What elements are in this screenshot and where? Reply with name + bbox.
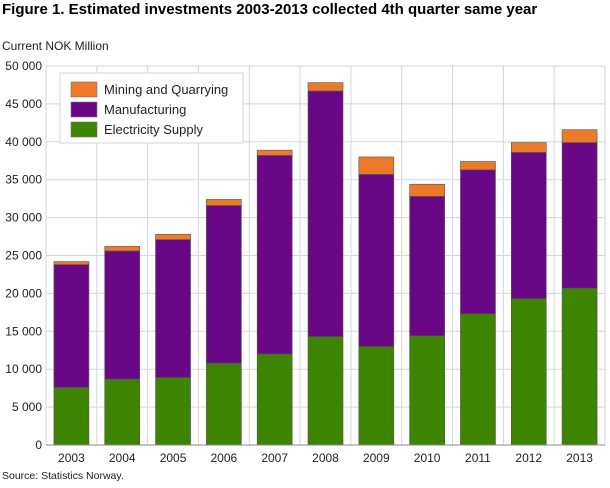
bar-electricity-supply-2011 <box>460 313 496 446</box>
y-tick-label: 30 000 <box>5 211 42 225</box>
bar-mining-and-quarrying-2006 <box>206 199 242 206</box>
bar-mining-and-quarrying-2011 <box>460 161 496 171</box>
bar-electricity-supply-2010 <box>409 335 445 446</box>
bar-manufacturing-2006 <box>206 205 242 364</box>
legend-label: Mining and Quarrying <box>104 82 228 97</box>
bar-manufacturing-2008 <box>307 90 344 337</box>
bar-mining-and-quarrying-2003 <box>53 261 90 265</box>
y-tick-label: 40 000 <box>5 135 42 149</box>
bar-mining-and-quarrying-2013 <box>561 129 598 143</box>
y-tick-label: 50 000 <box>5 59 42 73</box>
y-tick-label: 10 000 <box>5 362 42 376</box>
chart-title: Figure 1. Estimated investments 2003-201… <box>2 1 538 18</box>
y-tick-label: 25 000 <box>5 249 42 263</box>
legend-label: Manufacturing <box>104 102 186 117</box>
legend-swatch <box>70 101 98 118</box>
x-tick-label: 2010 <box>414 451 441 465</box>
bar-electricity-supply-2007 <box>256 353 293 446</box>
bar-electricity-supply-2012 <box>510 298 547 446</box>
y-tick-label: 20 000 <box>5 286 42 300</box>
bar-manufacturing-2007 <box>256 155 293 355</box>
bar-mining-and-quarrying-2005 <box>155 233 191 240</box>
bar-mining-and-quarrying-2008 <box>307 82 344 92</box>
bar-electricity-supply-2005 <box>155 377 191 446</box>
legend-swatch <box>70 121 98 138</box>
bar-electricity-supply-2013 <box>561 287 598 446</box>
x-tick-label: 2006 <box>211 451 238 465</box>
bar-manufacturing-2012 <box>510 152 547 300</box>
bar-manufacturing-2010 <box>409 196 445 337</box>
bar-electricity-supply-2008 <box>307 336 344 446</box>
bar-manufacturing-2009 <box>358 174 395 347</box>
x-tick-label: 2013 <box>566 451 593 465</box>
y-tick-label: 0 <box>35 438 42 452</box>
x-tick-label: 2011 <box>465 451 491 465</box>
x-tick-label: 2007 <box>261 451 288 465</box>
bar-manufacturing-2003 <box>53 264 90 388</box>
bar-manufacturing-2005 <box>155 239 191 378</box>
bar-mining-and-quarrying-2004 <box>104 246 141 252</box>
bar-electricity-supply-2003 <box>53 387 90 446</box>
bar-mining-and-quarrying-2012 <box>510 142 547 153</box>
y-tick-label: 45 000 <box>5 97 42 111</box>
bar-mining-and-quarrying-2007 <box>256 149 293 156</box>
bar-electricity-supply-2004 <box>104 378 141 446</box>
y-axis-label: Current NOK Million <box>2 39 109 53</box>
bar-electricity-supply-2006 <box>206 362 242 446</box>
bar-mining-and-quarrying-2010 <box>409 183 445 197</box>
x-tick-label: 2012 <box>515 451 542 465</box>
y-tick-label: 35 000 <box>5 173 42 187</box>
bar-manufacturing-2004 <box>104 250 141 380</box>
y-tick-label: 5 000 <box>12 400 42 414</box>
x-tick-label: 2008 <box>312 451 339 465</box>
bar-electricity-supply-2009 <box>358 346 395 446</box>
source-note: Source: Statistics Norway. <box>2 470 124 482</box>
bar-manufacturing-2013 <box>561 142 598 289</box>
y-tick-label: 15 000 <box>5 324 42 338</box>
bar-manufacturing-2011 <box>460 169 496 315</box>
legend-label: Electricity Supply <box>104 122 203 137</box>
bar-mining-and-quarrying-2009 <box>358 156 395 175</box>
x-tick-label: 2009 <box>363 451 390 465</box>
legend-swatch <box>70 81 98 98</box>
x-tick-label: 2004 <box>109 451 136 465</box>
x-tick-label: 2003 <box>58 451 85 465</box>
x-tick-label: 2005 <box>160 451 187 465</box>
